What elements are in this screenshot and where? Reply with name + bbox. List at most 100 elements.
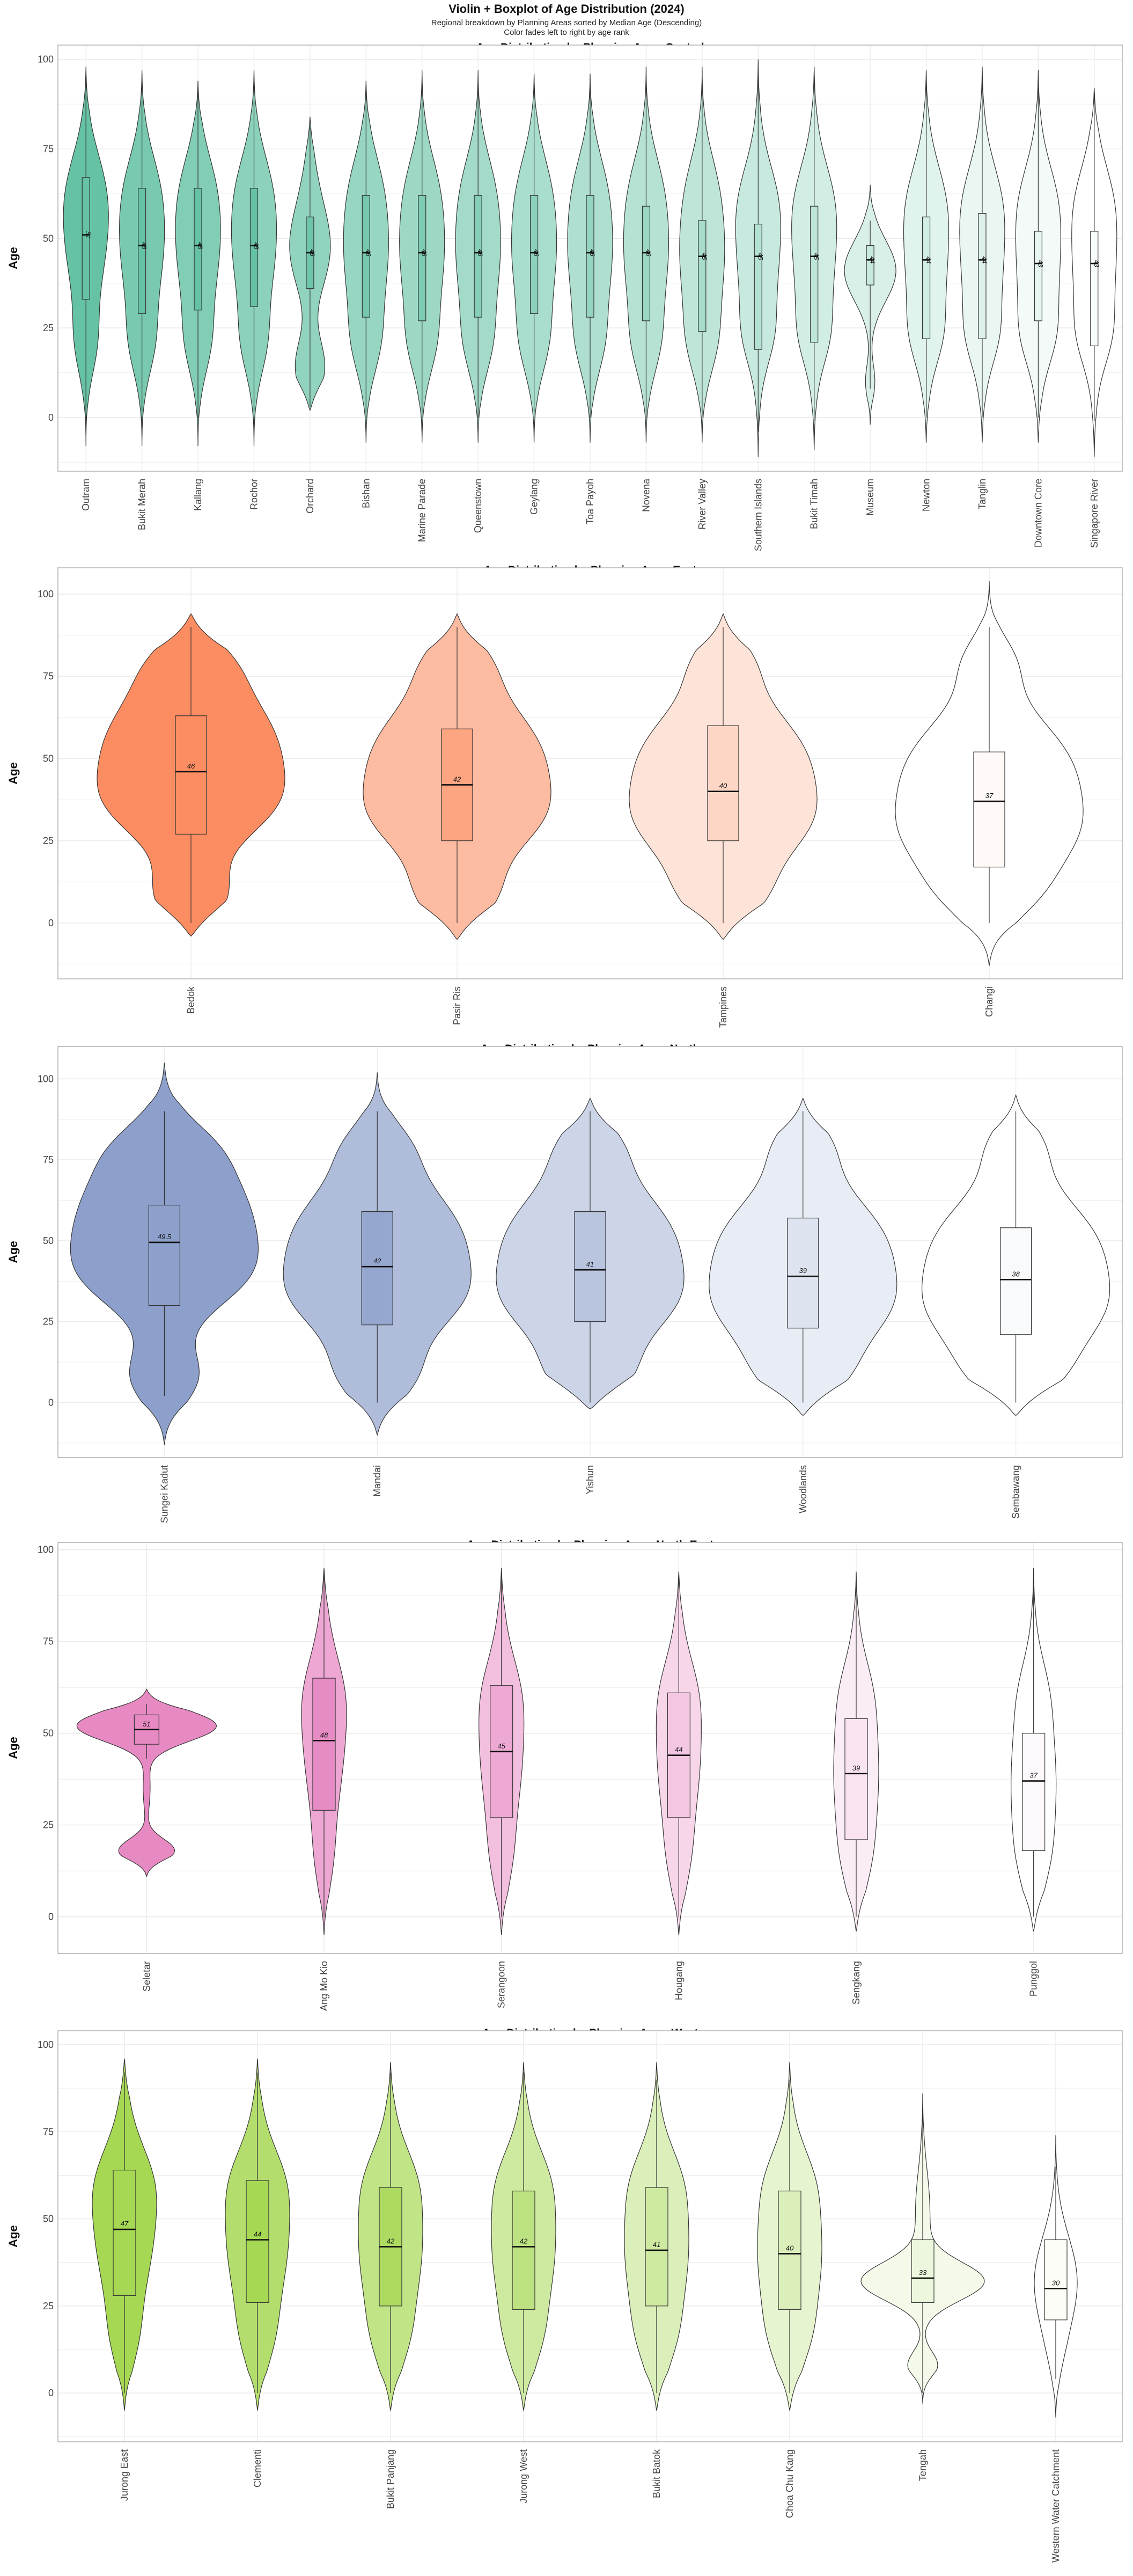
x-tick-label: Western Water Catchment [1050, 2449, 1061, 2563]
box-iqr [113, 2170, 136, 2296]
median-label: 42 [373, 1257, 381, 1265]
median-label: 40 [719, 782, 727, 790]
x-tick-label: Kallang [193, 479, 203, 511]
x-tick-label: Tanglin [977, 479, 988, 509]
box-iqr [1090, 231, 1099, 347]
box-iqr [844, 1718, 868, 1840]
x-tick-label: Toa Payoh [585, 479, 595, 524]
box-iqr [138, 188, 146, 314]
median-label: 38 [1012, 1270, 1020, 1278]
x-tick-label: Bishan [360, 479, 371, 508]
x-tick-label: Hougang [673, 1961, 684, 2000]
box-iqr [707, 725, 739, 841]
x-tick-label: Changi [984, 986, 995, 1017]
box-iqr [574, 1211, 606, 1322]
box-iqr [866, 245, 874, 286]
box-iqr [249, 188, 259, 307]
x-tick-label: Serangoon [496, 1961, 507, 2008]
median-label: 46 [588, 249, 596, 257]
x-tick-label: Bukit Panjang [385, 2449, 396, 2509]
x-tick-label: Orchard [305, 479, 315, 514]
median-label: 47 [121, 2220, 129, 2228]
plot-border [57, 45, 1123, 472]
box-iqr [148, 1204, 180, 1306]
box-iqr [175, 715, 207, 835]
x-tick-label: Punggol [1028, 1961, 1039, 1996]
box-iqr [754, 224, 762, 350]
x-tick-label: Bukit Merah [137, 479, 148, 530]
y-tick-label: 100 [38, 589, 54, 599]
box-iqr [922, 216, 931, 339]
figure-subtitle: Regional breakdown by Planning Areas sor… [0, 18, 1133, 38]
y-axis-label: Age [6, 762, 20, 785]
plot-border [57, 567, 1123, 979]
median-label: 46 [644, 249, 652, 257]
median-label: 43 [1093, 260, 1100, 267]
plot-background [58, 1542, 1122, 1953]
median-label: 48 [196, 242, 204, 250]
y-tick-label: 25 [43, 1820, 54, 1831]
x-tick-label: Queenstown [473, 479, 483, 533]
box-iqr [529, 195, 539, 314]
x-tick-label: Downtown Core [1033, 479, 1043, 547]
x-tick-label: Bukit Timah [809, 479, 820, 529]
median-label: 51 [143, 1720, 150, 1728]
median-label: 45 [701, 253, 708, 260]
plot-border [57, 1542, 1123, 1954]
box-iqr [978, 213, 987, 339]
violin [76, 1688, 217, 1878]
x-tick-label: Marine Parade [417, 479, 428, 542]
median-label: 48 [252, 242, 260, 250]
chart-panel-east: Age Distribution by Planning Area: East0… [6, 564, 1123, 1028]
x-tick-label: Sungei Kadut [159, 1465, 170, 1523]
y-tick-label: 0 [48, 918, 54, 928]
y-tick-label: 75 [43, 1154, 54, 1165]
box-iqr [474, 195, 482, 318]
y-tick-label: 100 [38, 1073, 54, 1084]
median-label: 44 [675, 1746, 682, 1754]
x-tick-label: Bukit Batok [651, 2449, 662, 2498]
median-label: 40 [786, 2244, 794, 2252]
x-tick-label: Woodlands [798, 1465, 808, 1513]
median-label: 49.5 [158, 1233, 172, 1241]
plot-border [57, 1046, 1123, 1458]
box-iqr [82, 177, 90, 300]
box-iqr [362, 195, 370, 318]
x-tick-label: Tampines [718, 986, 729, 1028]
x-tick-label: Clementi [252, 2449, 263, 2487]
median-label: 44 [925, 257, 932, 264]
chart-panel-north: Age Distribution by Planning Area: North… [6, 1043, 1123, 1523]
box-iqr [810, 206, 819, 343]
median-label: 42 [387, 2237, 395, 2245]
box-iqr [194, 188, 202, 311]
y-axis-label: Age [6, 1737, 20, 1759]
x-tick-label: Yishun [585, 1465, 595, 1494]
y-tick-label: 50 [43, 2214, 54, 2224]
median-label: 45 [497, 1742, 505, 1750]
chart-panel-west: Age Distribution by Planning Area: West0… [6, 2027, 1123, 2563]
box-iqr [642, 206, 651, 321]
y-tick-label: 75 [43, 143, 54, 154]
y-tick-label: 50 [43, 233, 54, 244]
y-axis-label: Age [6, 1241, 20, 1263]
y-tick-label: 75 [43, 671, 54, 682]
y-tick-label: 25 [43, 1316, 54, 1327]
x-tick-label: Choa Chu Kang [784, 2449, 795, 2518]
plot-border [57, 2030, 1123, 2442]
median-label: 51 [84, 231, 92, 238]
y-tick-label: 25 [43, 2301, 54, 2311]
chart-panel-north-east: Age Distribution by Planning Area: North… [6, 1539, 1123, 2011]
median-label: 44 [254, 2230, 261, 2238]
x-tick-label: Pasir Ris [452, 986, 462, 1025]
y-tick-label: 100 [38, 2039, 54, 2050]
y-tick-label: 100 [38, 1545, 54, 1555]
y-tick-label: 100 [38, 54, 54, 65]
y-tick-label: 0 [48, 2388, 54, 2398]
x-tick-label: Jurong East [119, 2449, 130, 2501]
median-label: 44 [981, 257, 988, 264]
y-tick-label: 50 [43, 1728, 54, 1739]
figure-title: Violin + Boxplot of Age Distribution (20… [448, 2, 685, 16]
median-label: 44 [869, 257, 876, 264]
median-label: 30 [1052, 2279, 1060, 2287]
x-tick-label: Outram [80, 479, 91, 511]
